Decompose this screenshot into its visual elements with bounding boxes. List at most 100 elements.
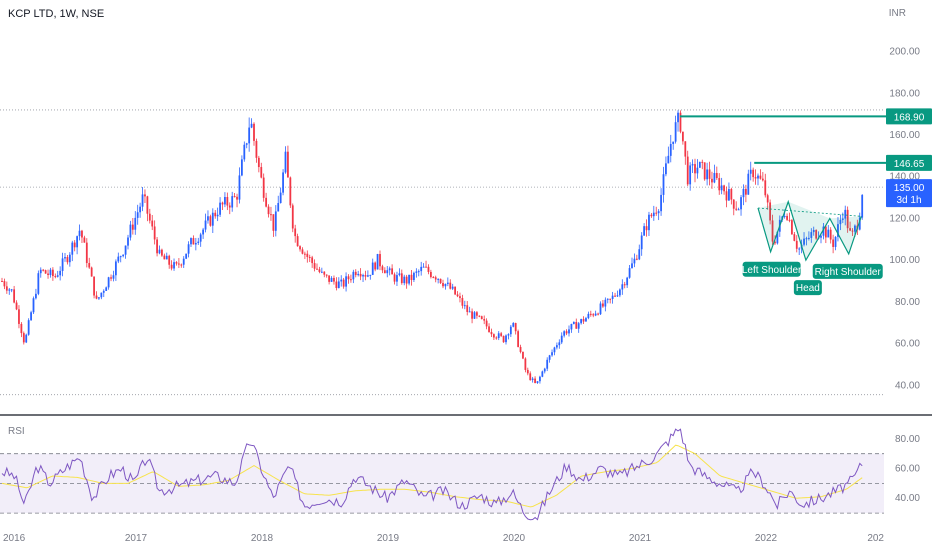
- candle-body: [243, 144, 246, 160]
- candle-body: [442, 283, 444, 287]
- candle-body: [151, 220, 154, 227]
- candle-body: [83, 237, 86, 243]
- candle-body: [156, 239, 158, 254]
- candle-body: [277, 203, 280, 212]
- candle-body: [502, 335, 505, 343]
- candle-body: [478, 315, 481, 317]
- candle-body: [645, 226, 648, 231]
- candle-body: [182, 258, 185, 265]
- candle-body: [674, 122, 677, 142]
- candle-body: [519, 346, 522, 352]
- candle-body: [628, 268, 631, 278]
- candle-body: [454, 286, 457, 295]
- candle-body: [497, 333, 500, 339]
- candle-body: [730, 189, 733, 200]
- candle-body: [400, 273, 403, 284]
- candle-body: [175, 262, 178, 264]
- candle-body: [708, 169, 711, 179]
- candle-body: [536, 381, 539, 383]
- candle-body: [39, 269, 42, 274]
- candle-body: [207, 216, 209, 221]
- candle-body: [396, 275, 398, 282]
- candle-body: [713, 172, 716, 183]
- last-price-tag: [886, 179, 932, 208]
- candle-body: [3, 281, 6, 287]
- candle-body: [473, 312, 476, 319]
- candle-body: [379, 254, 381, 267]
- candle-body: [279, 192, 282, 204]
- candle-body: [851, 230, 854, 232]
- candle-body: [728, 189, 730, 201]
- candle-body: [672, 141, 675, 144]
- candle-body: [812, 229, 815, 233]
- candle-body: [667, 155, 670, 164]
- candle-body: [662, 174, 665, 195]
- candle-body: [795, 240, 798, 249]
- candle-body: [1, 281, 3, 283]
- candle-body: [386, 270, 389, 274]
- candle-body: [754, 177, 757, 179]
- y-tick-label: 60.00: [895, 339, 920, 350]
- candle-body: [204, 220, 207, 230]
- candle-body: [313, 263, 316, 269]
- candle-body: [689, 165, 692, 185]
- candle-body: [679, 112, 682, 132]
- candle-body: [403, 276, 406, 284]
- candle-body: [558, 342, 561, 346]
- x-tick-label: 202: [867, 533, 884, 544]
- candle-body: [211, 212, 214, 226]
- candle-body: [686, 156, 689, 185]
- candle-body: [168, 255, 171, 265]
- candle-body: [238, 175, 241, 200]
- candle-body: [177, 263, 180, 265]
- candle-body: [757, 175, 759, 179]
- candle-body: [347, 276, 350, 280]
- candle-body: [783, 215, 786, 217]
- candle-body: [35, 293, 37, 299]
- candle-body: [420, 266, 423, 272]
- candle-body: [580, 319, 583, 324]
- candle-body: [64, 257, 66, 259]
- candle-body: [660, 194, 662, 212]
- candle-body: [505, 335, 507, 343]
- candle-body: [88, 263, 91, 268]
- candle-body: [720, 185, 723, 191]
- candle-body: [526, 369, 529, 374]
- candle-body: [463, 305, 466, 307]
- candle-body: [534, 378, 536, 383]
- candle-body: [565, 331, 568, 334]
- candle-body: [371, 262, 374, 275]
- candle-body: [703, 162, 706, 180]
- candle-body: [393, 274, 396, 282]
- candle-body: [110, 277, 112, 279]
- candle-body: [539, 376, 541, 382]
- candle-body: [546, 359, 549, 369]
- candle-body: [144, 194, 146, 197]
- candle-body: [832, 239, 835, 247]
- candle-body: [669, 143, 672, 156]
- candle-body: [609, 298, 612, 300]
- candle-body: [44, 270, 47, 274]
- pattern-label: Head: [796, 283, 820, 294]
- candle-body: [524, 358, 527, 370]
- candle-body: [575, 322, 578, 329]
- pattern-label-box: [793, 280, 822, 296]
- candle-body: [732, 199, 735, 209]
- candle-body: [328, 275, 331, 282]
- candle-body: [291, 205, 294, 229]
- candle-body: [459, 296, 461, 299]
- rsi-line: [1, 428, 863, 521]
- candle-body: [844, 209, 847, 219]
- candle-body: [665, 163, 667, 175]
- candle-body: [810, 232, 813, 238]
- candle-body: [255, 140, 258, 158]
- candle-body: [759, 175, 762, 179]
- candle-body: [153, 226, 156, 240]
- resistance-label: 168.90: [894, 112, 925, 123]
- candle-body: [652, 212, 655, 217]
- candle-body: [444, 283, 447, 287]
- candle-body: [752, 169, 755, 178]
- candle-body: [764, 180, 767, 196]
- y-tick-label: 140.00: [889, 172, 920, 183]
